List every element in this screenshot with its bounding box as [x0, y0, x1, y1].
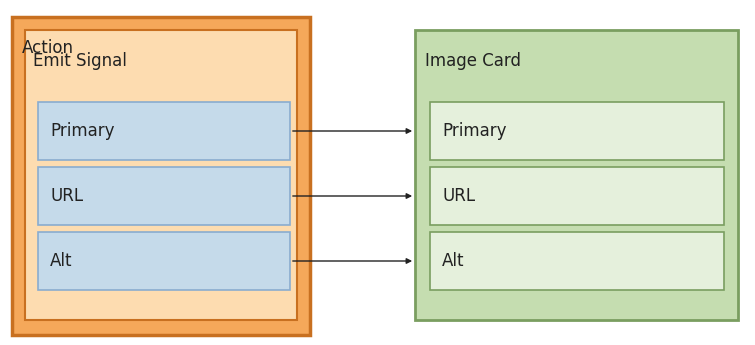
Text: Image Card: Image Card	[425, 52, 521, 70]
Text: Alt: Alt	[442, 252, 464, 270]
Bar	[430, 102, 724, 160]
Text: URL: URL	[442, 187, 475, 205]
Bar	[38, 102, 290, 160]
Bar	[430, 167, 724, 225]
Bar	[415, 30, 738, 320]
Text: Emit Signal: Emit Signal	[33, 52, 127, 70]
Text: Action: Action	[22, 39, 74, 57]
Bar	[38, 232, 290, 290]
Text: Primary: Primary	[442, 122, 507, 140]
Bar	[430, 232, 724, 290]
Text: Alt: Alt	[50, 252, 72, 270]
Bar	[12, 17, 310, 335]
Bar	[38, 167, 290, 225]
Text: Primary: Primary	[50, 122, 115, 140]
Bar	[25, 30, 297, 320]
Text: URL: URL	[50, 187, 83, 205]
